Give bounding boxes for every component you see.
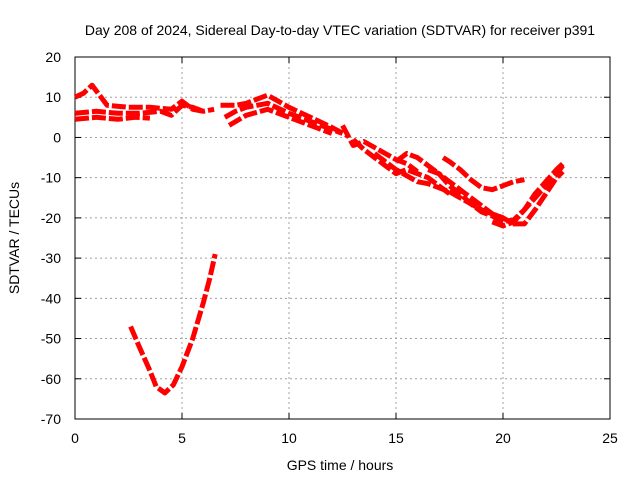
x-tick-label: 0 bbox=[71, 430, 79, 446]
x-tick-label: 15 bbox=[388, 430, 404, 446]
data-series bbox=[73, 82, 565, 396]
y-tick-labels: 20 10 0 -10 -20 -30 -40 -50 -60 -70 bbox=[41, 49, 61, 427]
y-tick-label: -40 bbox=[41, 290, 61, 306]
series-trace-c bbox=[74, 114, 151, 122]
y-tick-label: 20 bbox=[45, 49, 61, 65]
series-trace-n bbox=[128, 253, 218, 396]
y-tick-label: -20 bbox=[41, 210, 61, 226]
series-trace-b bbox=[74, 102, 205, 118]
x-tick-labels: 0 5 10 15 20 25 bbox=[71, 430, 618, 446]
y-tick-label: -60 bbox=[41, 371, 61, 387]
gridlines bbox=[75, 57, 610, 419]
y-tick-label: -30 bbox=[41, 250, 61, 266]
y-tick-label: -10 bbox=[41, 170, 61, 186]
series-trace-m bbox=[491, 161, 565, 229]
series-trace-g bbox=[340, 124, 419, 174]
x-axis-label: GPS time / hours bbox=[287, 457, 394, 473]
x-tick-label: 5 bbox=[178, 430, 186, 446]
plot-frame bbox=[74, 56, 611, 420]
series-trace-l bbox=[441, 155, 525, 193]
series-trace-e bbox=[223, 100, 344, 136]
series-trace-k bbox=[427, 167, 565, 227]
y-tick-label: -70 bbox=[41, 411, 61, 427]
y-axis-label: SDTVAR / TECUs bbox=[6, 182, 22, 294]
x-tick-label: 25 bbox=[602, 430, 618, 446]
series-trace-j bbox=[394, 151, 565, 225]
series-trace-f bbox=[227, 106, 333, 136]
series-trace-h bbox=[351, 137, 452, 196]
chart-title: Day 208 of 2024, Sidereal Day-to-day VTE… bbox=[85, 22, 595, 38]
series-trace-d bbox=[220, 92, 348, 138]
x-tick-label: 10 bbox=[281, 430, 297, 446]
y-tick-label: 0 bbox=[53, 129, 61, 145]
x-tick-label: 20 bbox=[495, 430, 511, 446]
y-tick-label: -50 bbox=[41, 331, 61, 347]
y-tick-label: 10 bbox=[45, 89, 61, 105]
